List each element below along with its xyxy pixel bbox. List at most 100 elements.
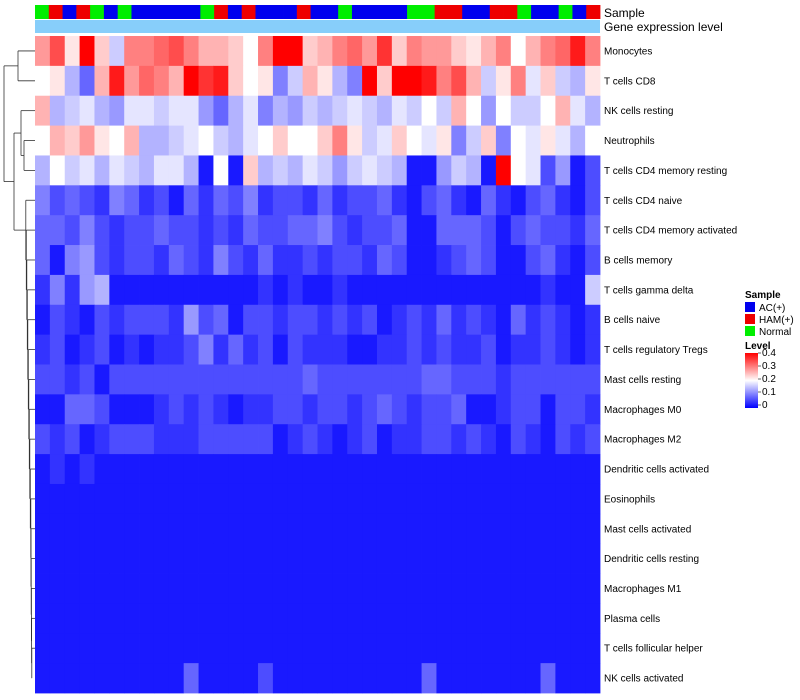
heatmap-cell (585, 454, 601, 485)
heatmap-cell (198, 483, 214, 515)
heatmap-cell (139, 36, 155, 67)
heatmap-cell (287, 483, 304, 515)
heatmap-cell (124, 155, 140, 186)
heatmap-cell (228, 633, 244, 664)
heatmap-cell (585, 334, 601, 365)
heatmap-cell (376, 454, 393, 485)
heatmap-cell (436, 543, 452, 574)
heatmap-cell (540, 483, 556, 515)
heatmap-cell (347, 633, 363, 664)
heatmap-cell (525, 65, 541, 97)
heatmap-cell (376, 95, 393, 126)
sample-legend-swatch (745, 314, 755, 324)
heatmap-cell (332, 125, 348, 156)
row-label: Mast cells activated (604, 524, 691, 535)
heatmap-cell (376, 125, 393, 156)
heatmap-cell (287, 155, 304, 186)
heatmap-cell (153, 483, 170, 515)
heatmap-cells (35, 36, 601, 694)
heatmap-cell (272, 633, 289, 664)
heatmap-cell (525, 334, 541, 365)
heatmap-cell (525, 245, 541, 276)
heatmap-cell (495, 424, 512, 455)
heatmap-cell (109, 663, 125, 694)
heatmap-cell (198, 573, 214, 604)
heatmap-cell (406, 603, 422, 634)
heatmap-cell (168, 304, 185, 336)
heatmap-cell (198, 543, 214, 574)
heatmap-cell (49, 633, 66, 664)
heatmap-cell (510, 543, 527, 574)
heatmap-cell (555, 483, 571, 515)
heatmap-cell (317, 334, 333, 365)
heatmap-cell (332, 364, 348, 395)
heatmap-cell (540, 543, 556, 574)
heatmap-cell (585, 513, 601, 545)
heatmap-cell (139, 633, 155, 664)
heatmap-cell (213, 603, 229, 634)
heatmap-cell (94, 215, 110, 246)
row-labels: Monocytes T cells CD8 NK cells resting Neut… (604, 46, 737, 684)
heatmap-cell (94, 65, 110, 97)
heatmap-cell (362, 633, 378, 664)
heatmap-cell (317, 603, 333, 634)
heatmap-cell (139, 334, 155, 365)
heatmap-cell (228, 424, 244, 455)
heatmap-cell (495, 483, 512, 515)
heatmap-cell (198, 394, 214, 425)
heatmap-cell (139, 394, 155, 425)
heatmap-cell (79, 36, 95, 67)
sample-annotation-cell (227, 5, 243, 19)
heatmap-cell (243, 65, 259, 97)
heatmap-cell (585, 663, 601, 694)
sample-legend-swatch (745, 326, 755, 336)
heatmap-cell (362, 454, 378, 485)
heatmap-cell (35, 633, 51, 664)
heatmap-cell (183, 663, 199, 694)
heatmap-cell (421, 573, 437, 604)
heatmap-cell (391, 65, 408, 97)
heatmap-cell (570, 633, 586, 664)
heatmap-cell (421, 394, 437, 425)
heatmap-cell (228, 304, 244, 336)
heatmap-cell (124, 513, 140, 545)
heatmap-cell (406, 304, 422, 336)
heatmap-cell (183, 603, 199, 634)
heatmap-cell (436, 215, 452, 246)
heatmap-cell (391, 483, 408, 515)
sample-annotation-cell (338, 5, 353, 19)
heatmap-cell (198, 364, 214, 395)
heatmap-cell (168, 334, 185, 365)
heatmap-cell (228, 36, 244, 67)
heatmap-cell (436, 513, 452, 545)
heatmap-cell (421, 603, 437, 634)
heatmap-cell (302, 334, 318, 365)
heatmap-cell (49, 274, 66, 306)
heatmap-cell (570, 394, 586, 425)
heatmap-cell (287, 603, 304, 634)
heatmap-cell (540, 274, 556, 306)
heatmap-cell (139, 65, 155, 97)
heatmap-cell (168, 483, 185, 515)
sample-annotation-cell (365, 5, 380, 19)
heatmap-cell (228, 394, 244, 425)
heatmap-cell (376, 663, 393, 694)
heatmap-cell (183, 394, 199, 425)
heatmap-cell (272, 125, 289, 156)
heatmap-cell (466, 603, 482, 634)
heatmap-cell (451, 95, 467, 126)
heatmap-cell (540, 304, 556, 336)
heatmap-cell (258, 543, 274, 574)
heatmap-cell (139, 424, 155, 455)
sample-annotation-cell (531, 5, 546, 19)
heatmap-cell (540, 95, 556, 126)
heatmap-cell (451, 245, 467, 276)
heatmap-cell (421, 274, 437, 306)
heatmap-cell (109, 573, 125, 604)
row-label: Plasma cells (604, 614, 660, 625)
heatmap-cell (228, 155, 244, 186)
heatmap-cell (525, 95, 541, 126)
heatmap-cell (540, 215, 556, 246)
heatmap-cell (332, 483, 348, 515)
heatmap-cell (153, 603, 170, 634)
